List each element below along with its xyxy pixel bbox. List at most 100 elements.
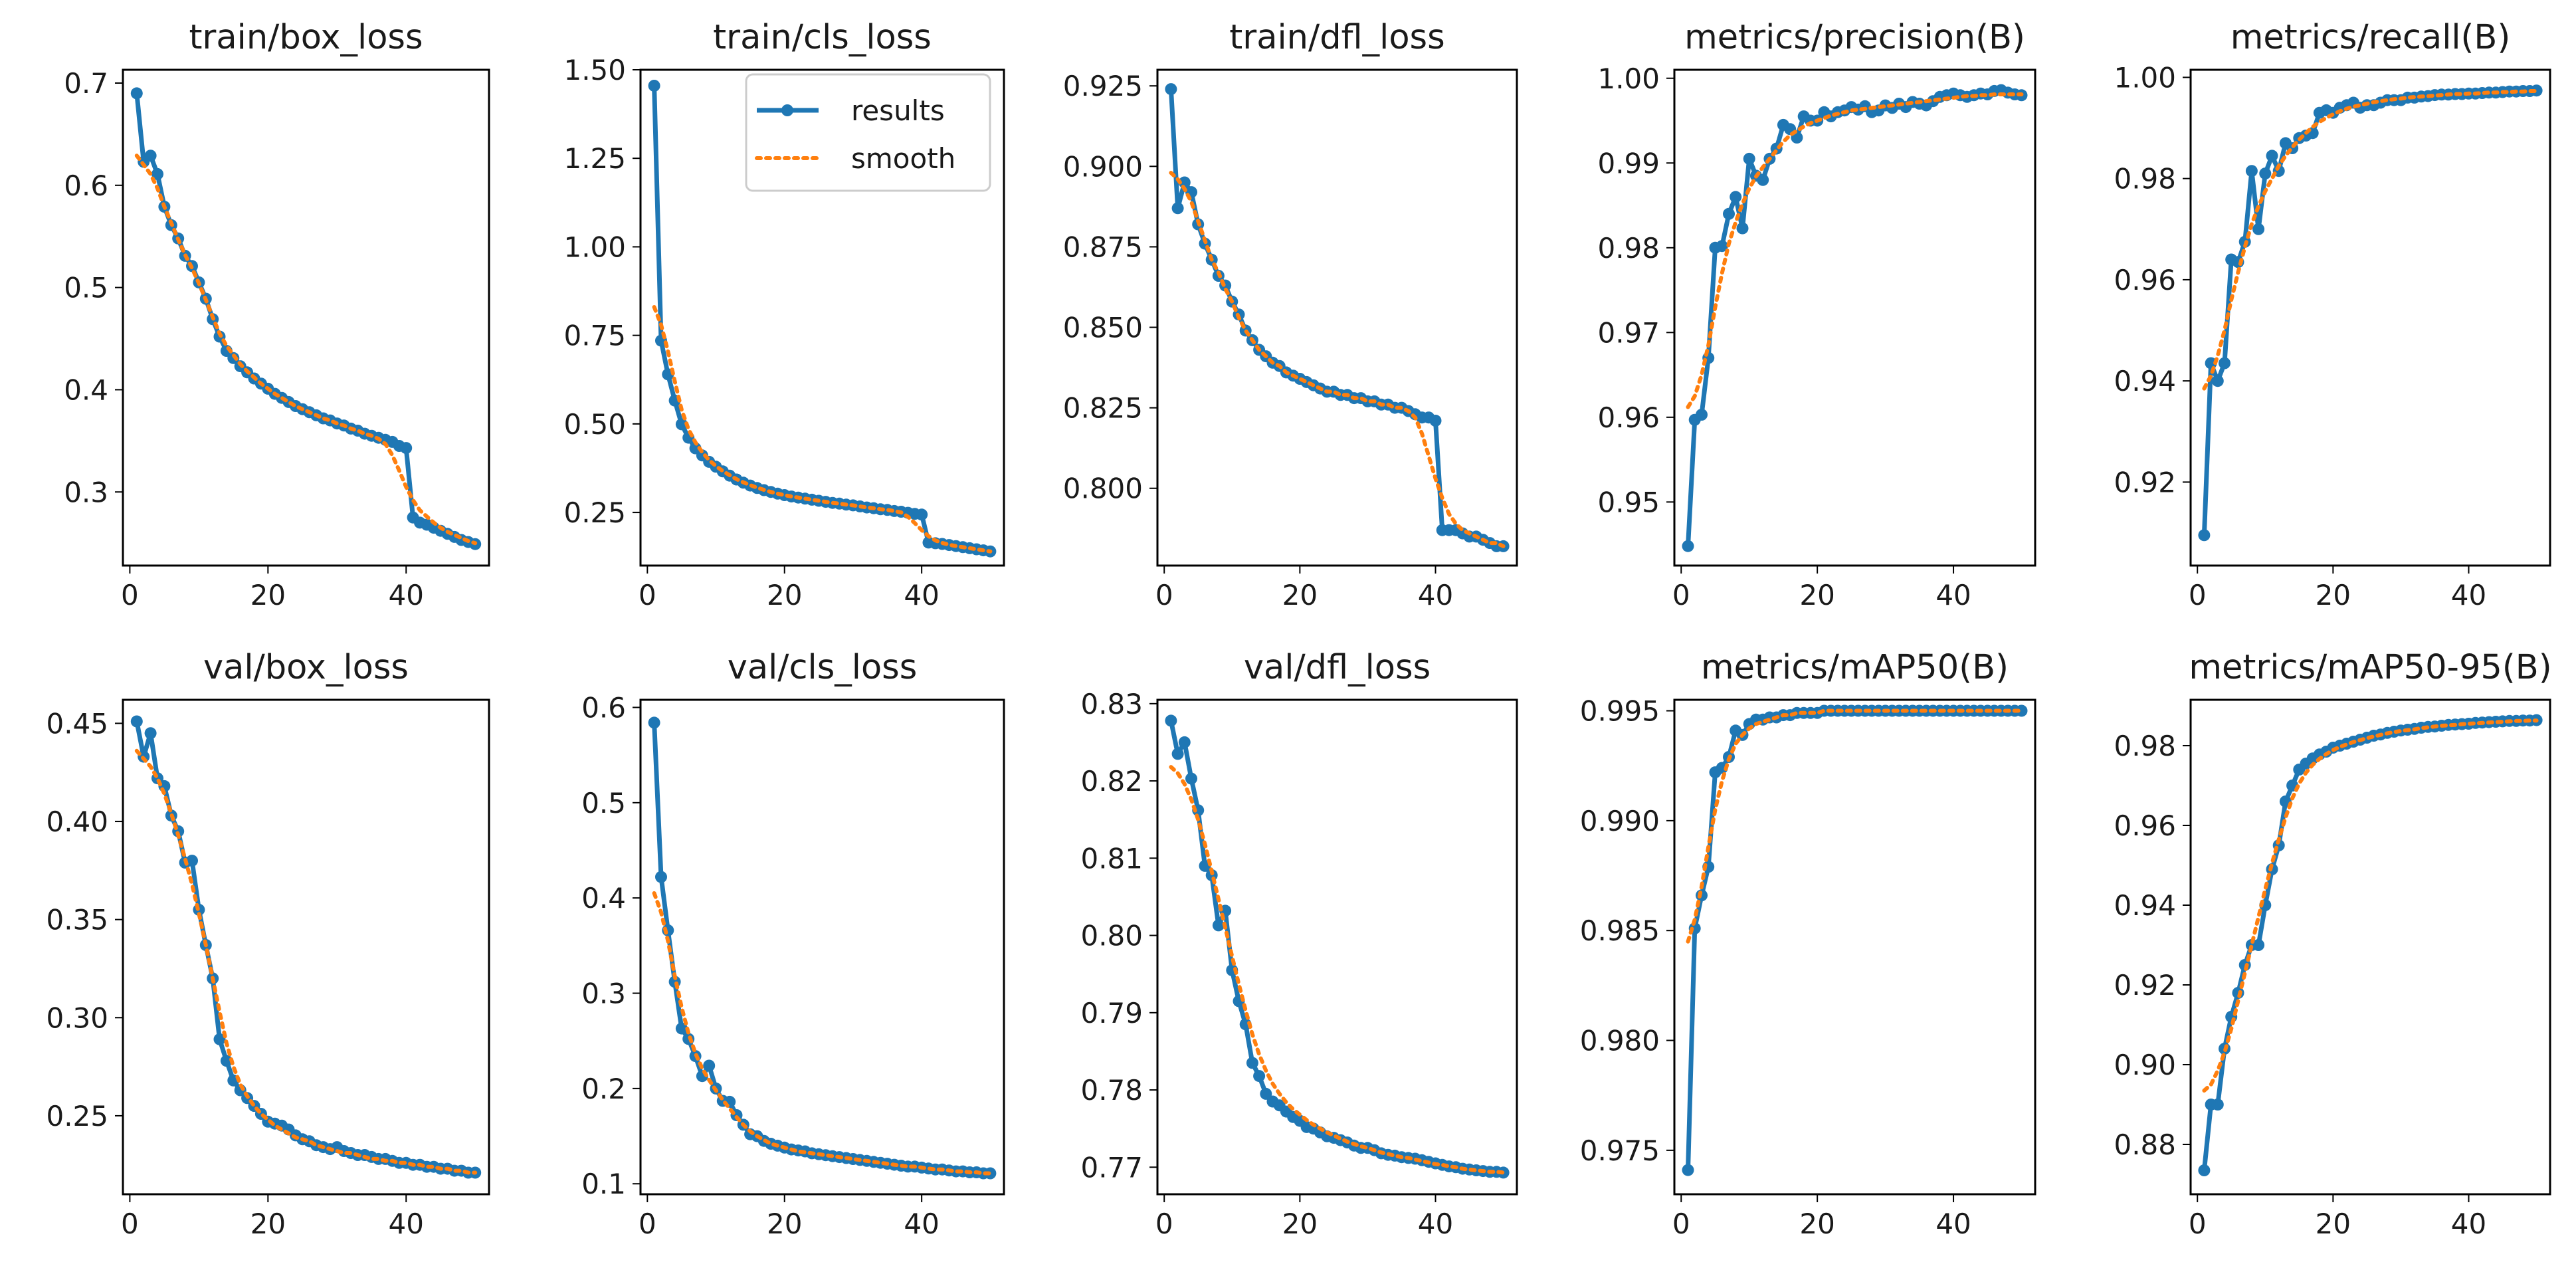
- smooth-line: [1169, 765, 1506, 1175]
- y-tick-label: 1.50: [563, 54, 626, 86]
- y-tick-label: 0.6: [581, 691, 626, 724]
- y-tick-label: 0.2: [581, 1073, 626, 1105]
- results-point: [2259, 167, 2272, 180]
- y-tick-label: 1.00: [1597, 62, 1660, 95]
- x-tick-label: 0: [121, 579, 139, 611]
- y-tick-label: 0.995: [1580, 695, 1660, 728]
- chart-title: val/dfl_loss: [1244, 648, 1431, 687]
- chart-title: val/box_loss: [203, 648, 409, 687]
- results-point: [675, 1022, 688, 1035]
- x-tick-label: 40: [2451, 1208, 2486, 1240]
- x-tick-label: 20: [1799, 579, 1834, 611]
- x-tick-label: 40: [2451, 579, 2486, 611]
- plot-frame: [1673, 68, 2036, 567]
- results-point: [144, 727, 157, 740]
- results-point: [1682, 540, 1694, 552]
- y-tick-label: 0.79: [1080, 997, 1143, 1029]
- plot-frame: [1156, 698, 1518, 1196]
- legend-box: [745, 73, 991, 192]
- smooth-line: [1686, 708, 2024, 944]
- results-point: [151, 167, 163, 180]
- x-tick-label: 20: [250, 1208, 286, 1240]
- x-tick-label: 0: [1672, 1208, 1690, 1240]
- results-point: [1682, 1164, 1694, 1176]
- y-tick-label: 0.96: [2114, 809, 2176, 842]
- y-tick-label: 0.900: [1063, 150, 1143, 183]
- results-point: [648, 80, 660, 92]
- x-tick-label: 20: [1282, 1208, 1318, 1240]
- results-point: [1171, 748, 1184, 760]
- x-tick-label: 20: [1282, 579, 1318, 611]
- chart-title: metrics/recall(B): [2230, 18, 2511, 57]
- results-point: [2530, 84, 2543, 97]
- chart-panel: metrics/recall(B) 0 20 40 0.92 0.94 0.96 0.98 1.…: [2114, 18, 2551, 611]
- y-tick-label: 0.35: [46, 904, 108, 936]
- y-tick-label: 0.75: [563, 320, 626, 352]
- results-point: [220, 1055, 233, 1067]
- results-point: [1743, 152, 1755, 165]
- x-tick-label: 0: [2189, 579, 2207, 611]
- results-point: [1165, 83, 1177, 96]
- y-tick-label: 0.94: [2114, 889, 2176, 922]
- y-tick-label: 0.980: [1580, 1025, 1660, 1057]
- y-tick-label: 1.00: [2114, 61, 2176, 94]
- y-tick-label: 0.40: [46, 805, 108, 838]
- x-tick-label: 20: [767, 1208, 802, 1240]
- chart-title: metrics/mAP50(B): [1701, 648, 2009, 687]
- y-tick-label: 0.875: [1063, 231, 1143, 263]
- y-tick-label: 0.850: [1063, 312, 1143, 344]
- y-tick-label: 0.92: [2114, 969, 2176, 1002]
- results-point: [1212, 919, 1225, 932]
- results-point: [2198, 1164, 2211, 1176]
- y-tick-label: 1.00: [563, 231, 626, 263]
- results-point: [916, 508, 928, 521]
- legend: results smooth: [745, 73, 991, 192]
- chart-panel: val/dfl_loss 0 20 40 0.77 0.78 0.79 0.80 0.81 0.8…: [1080, 648, 1518, 1240]
- y-tick-label: 0.99: [1597, 147, 1660, 179]
- smooth-line: [2202, 718, 2539, 1093]
- x-tick-label: 40: [1418, 1208, 1453, 1240]
- y-tick-label: 0.88: [2114, 1128, 2176, 1161]
- x-tick-label: 0: [2189, 1208, 2207, 1240]
- y-tick-label: 0.3: [581, 978, 626, 1010]
- y-tick-label: 0.990: [1580, 805, 1660, 837]
- results-point: [1171, 202, 1184, 215]
- results-point: [1246, 1057, 1258, 1069]
- y-tick-label: 0.50: [563, 408, 626, 441]
- chart-panel: metrics/precision(B) 0 20 40 0.95 0.96 0.97 0.9…: [1597, 18, 2036, 611]
- plot-frame: [1156, 68, 1518, 567]
- smooth-line: [1169, 171, 1506, 548]
- y-tick-label: 0.96: [2114, 264, 2176, 296]
- x-tick-label: 20: [1799, 1208, 1834, 1240]
- y-tick-label: 0.4: [581, 882, 626, 914]
- y-tick-label: 0.98: [2114, 730, 2176, 762]
- x-tick-label: 40: [389, 579, 424, 611]
- x-tick-label: 0: [121, 1208, 139, 1240]
- x-tick-label: 20: [250, 579, 286, 611]
- y-tick-label: 0.925: [1063, 70, 1143, 102]
- plot-frame: [2189, 68, 2551, 567]
- chart-title: train/box_loss: [189, 18, 423, 57]
- x-tick-label: 0: [639, 579, 656, 611]
- y-tick-label: 0.92: [2114, 466, 2176, 498]
- legend-results-label: results: [851, 94, 945, 127]
- results-point: [186, 855, 198, 867]
- y-tick-label: 0.30: [46, 1002, 108, 1034]
- x-tick-label: 40: [904, 1208, 939, 1240]
- chart-title: metrics/mAP50-95(B): [2189, 648, 2551, 687]
- results-point: [1429, 415, 1442, 427]
- y-tick-label: 0.5: [581, 787, 626, 819]
- results-point: [144, 150, 157, 162]
- results-point: [1260, 1087, 1272, 1100]
- y-tick-label: 0.78: [1080, 1074, 1143, 1107]
- results-point: [1723, 207, 1735, 220]
- results-point: [2266, 150, 2278, 162]
- legend-smooth-label: smooth: [851, 142, 955, 175]
- results-point: [1253, 1070, 1266, 1083]
- results-point: [1736, 222, 1749, 235]
- x-tick-label: 0: [1155, 579, 1173, 611]
- results-point: [1178, 176, 1191, 189]
- results-point: [400, 442, 413, 455]
- x-tick-label: 0: [639, 1208, 656, 1240]
